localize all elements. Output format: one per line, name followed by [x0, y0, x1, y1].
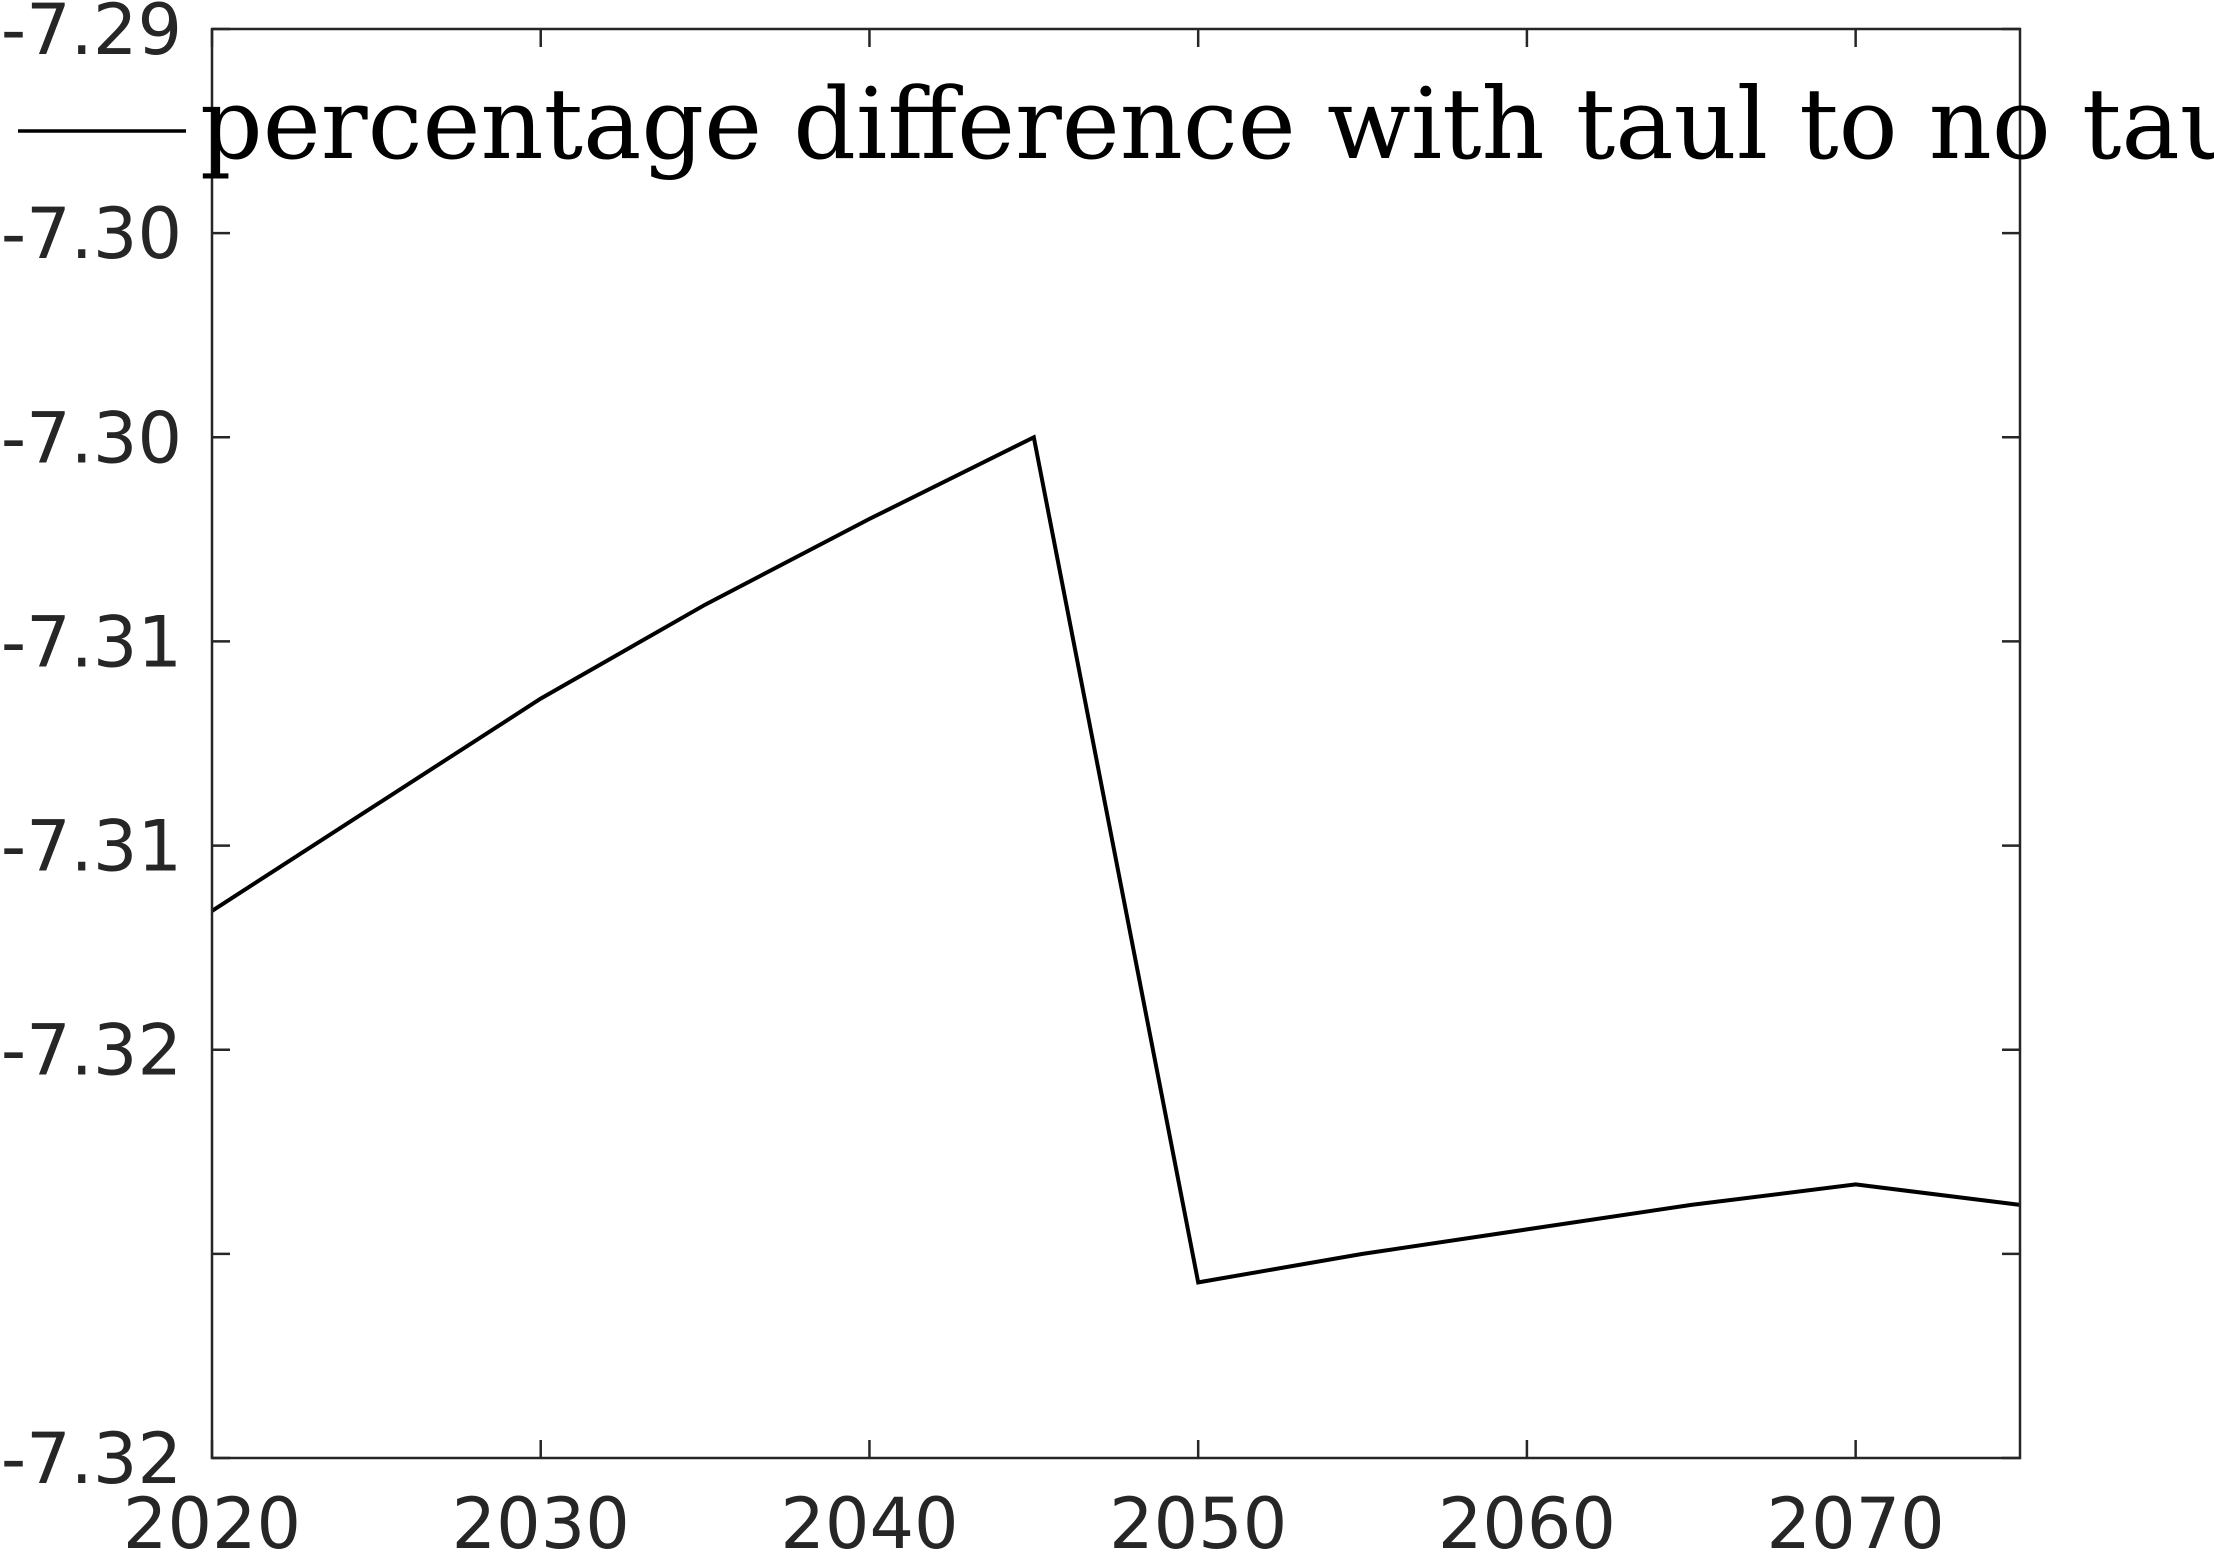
y-tick-label: -7.31	[1, 806, 182, 888]
series-line	[210, 434, 2021, 1285]
y-tick-label: -7.32	[1, 1418, 182, 1500]
y-tick-label: -7.31	[1, 601, 182, 683]
y-tick-label: -7.29	[1, 0, 182, 71]
x-tick-label: 2020	[123, 1483, 301, 1554]
axis-tick-labels: 2020 2030 2040 2050 2060 2070 -7.32 -7.32 -7.31 -…	[1, 0, 1945, 1554]
x-tick-label: 2060	[1438, 1483, 1616, 1554]
plot-area	[212, 29, 2020, 1458]
y-tick-label: -7.32	[1, 1010, 182, 1092]
y-tick-label: -7.30	[1, 193, 182, 275]
legend: percentage difference with taul to no ta…	[18, 68, 2214, 182]
x-tick-label: 2070	[1767, 1483, 1945, 1554]
x-tick-label: 2030	[452, 1483, 630, 1554]
y-tick-label: -7.30	[1, 397, 182, 479]
x-tick-label: 2040	[780, 1483, 958, 1554]
legend-label: percentage difference with taul to no ta…	[200, 68, 2214, 182]
x-tick-label: 2050	[1109, 1483, 1287, 1554]
plot-frame	[210, 27, 2022, 1460]
series-layer	[210, 434, 2021, 1285]
